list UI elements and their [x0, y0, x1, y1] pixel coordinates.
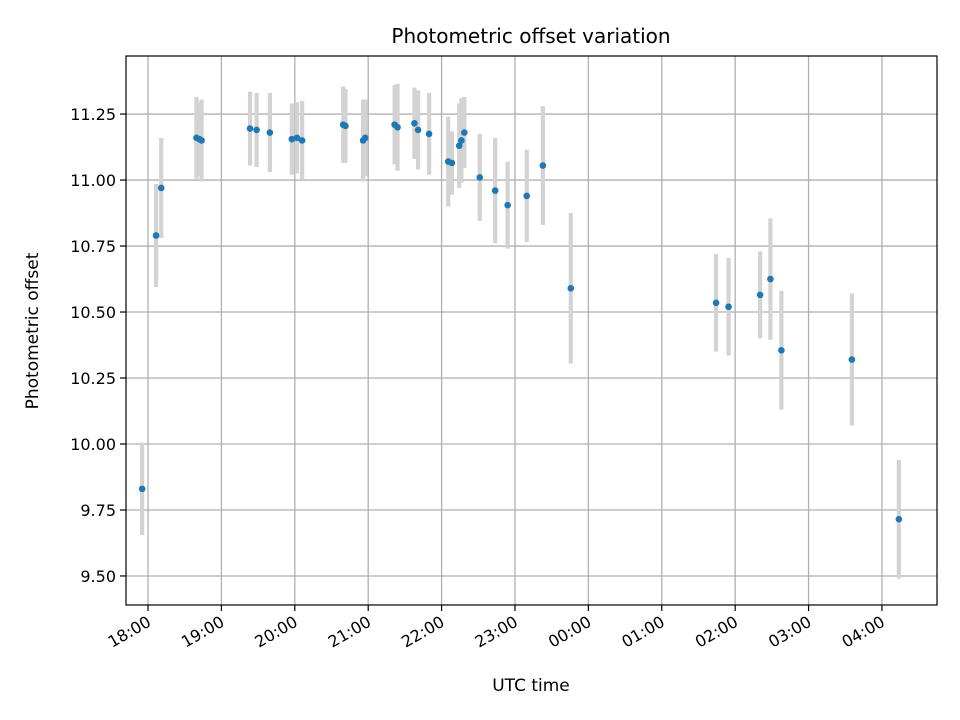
y-tick-label: 11.00 — [70, 171, 116, 190]
data-point — [458, 137, 465, 144]
y-axis-label: Photometric offset — [23, 252, 43, 409]
data-point — [414, 126, 422, 134]
y-tick-label: 10.25 — [70, 369, 116, 388]
data-point — [394, 123, 401, 131]
data-point — [138, 485, 146, 493]
data-point — [778, 346, 785, 354]
data-point — [848, 356, 856, 363]
data-point — [455, 142, 463, 150]
y-tick-label: 10.50 — [70, 303, 116, 322]
data-point — [298, 137, 306, 144]
data-point — [491, 187, 499, 194]
gridlines — [126, 56, 937, 605]
data-points — [138, 120, 903, 523]
data-point — [725, 303, 732, 311]
data-point — [539, 162, 547, 169]
plot-area-frame — [125, 55, 938, 606]
data-point — [411, 120, 418, 127]
data-point — [756, 291, 764, 299]
data-point — [712, 299, 720, 307]
y-tick-label: 11.25 — [70, 105, 116, 124]
data-point — [567, 284, 575, 292]
chart-title: Photometric offset variation — [391, 24, 670, 48]
data-point — [504, 201, 511, 209]
data-point — [253, 126, 260, 134]
data-point — [266, 129, 274, 136]
data-point — [476, 174, 484, 181]
data-point — [293, 134, 301, 142]
y-tick-label: 10.75 — [70, 237, 116, 256]
data-point — [157, 184, 165, 192]
data-point — [461, 129, 468, 136]
y-axis-ticks: 9.50 9.75 10.00 10.25 10.50 10.75 11.00 11.25 — [70, 105, 126, 586]
data-point — [246, 125, 254, 132]
y-tick-label: 10.00 — [70, 435, 116, 454]
data-point — [288, 135, 296, 143]
x-axis-label: UTC time — [492, 676, 570, 696]
data-point — [361, 134, 369, 142]
data-point — [448, 159, 456, 167]
data-point — [342, 122, 349, 130]
data-point — [198, 137, 205, 144]
data-point — [767, 275, 774, 283]
data-point — [152, 232, 160, 239]
data-point — [425, 130, 433, 138]
y-tick-label: 9.50 — [80, 567, 116, 586]
y-tick-label: 9.75 — [80, 501, 116, 520]
data-point — [895, 515, 903, 523]
data-point — [523, 192, 531, 200]
